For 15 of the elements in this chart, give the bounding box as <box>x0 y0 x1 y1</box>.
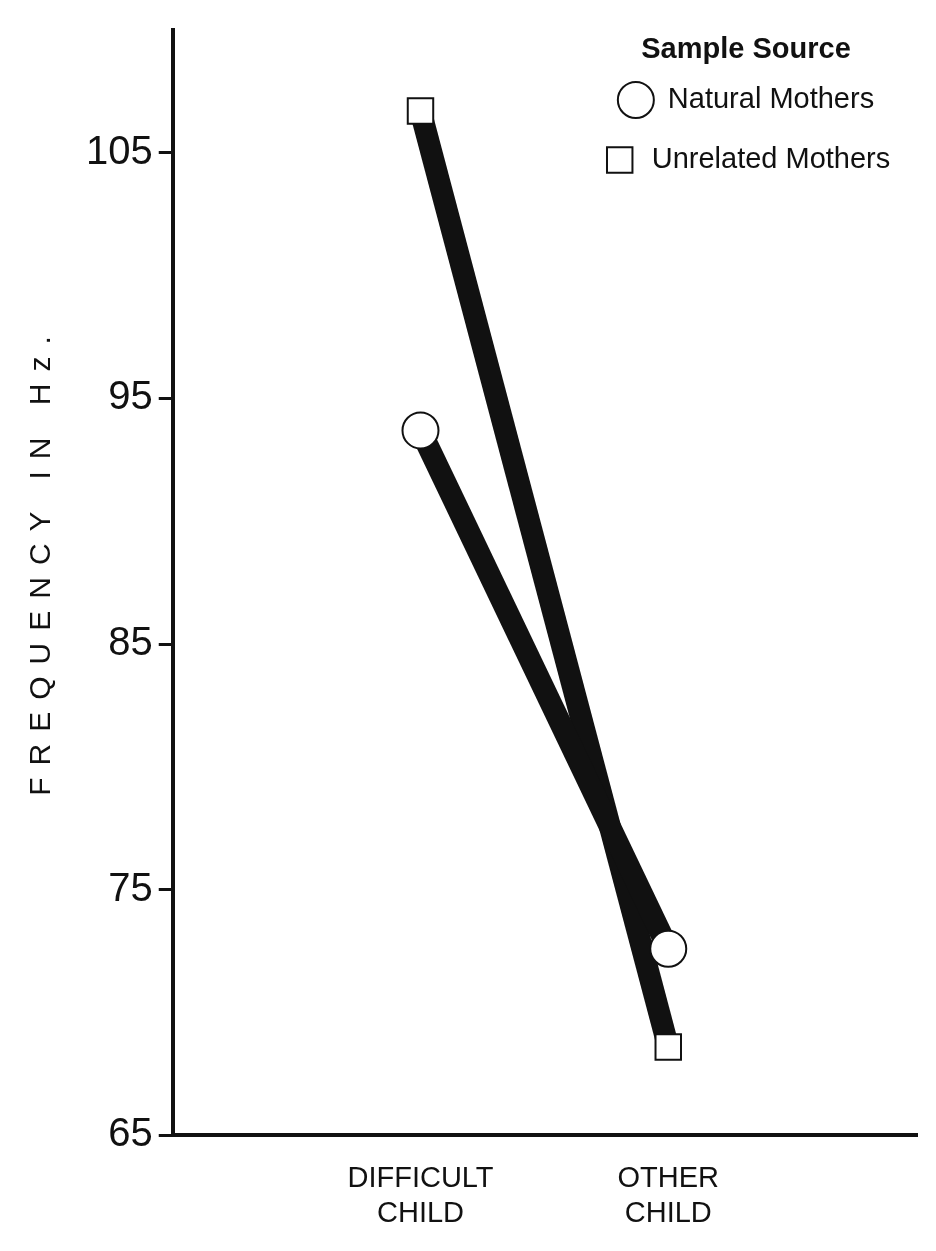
y-tick-label: 75 <box>108 864 153 909</box>
point <box>406 97 435 125</box>
legend-label: Unrelated Mothers <box>651 142 891 174</box>
y-axis-title: FREQUENCY IN Hz. <box>23 324 57 796</box>
y-tick-label: 85 <box>108 619 153 664</box>
y-tick-label: 65 <box>108 1110 153 1155</box>
y-tick-label: 95 <box>108 373 153 418</box>
point <box>654 1033 682 1061</box>
point <box>401 411 440 450</box>
x-tick-label: OTHER CHILD <box>617 1160 719 1228</box>
x-tick-label: DIFFICULT CHILD <box>347 1160 494 1228</box>
point <box>649 929 688 968</box>
legend-title: Sample Source <box>641 32 851 64</box>
y-tick-label: 105 <box>85 127 153 172</box>
legend-label: Natural Mothers <box>667 82 875 114</box>
